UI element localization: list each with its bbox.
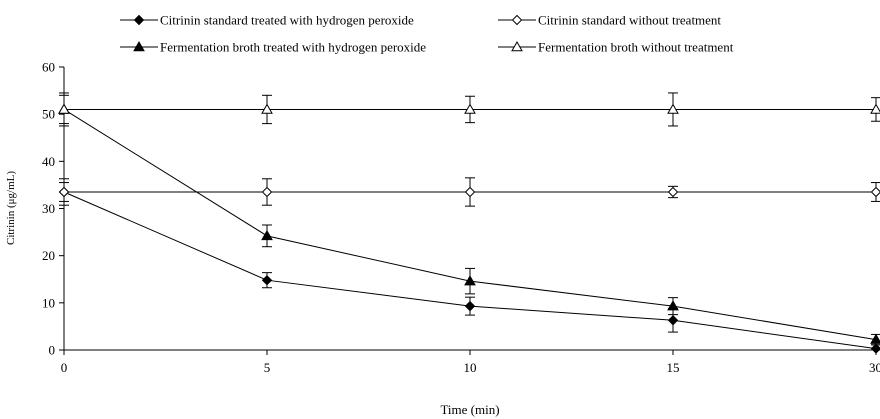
data-point bbox=[261, 186, 273, 198]
x-tick-label: 0 bbox=[61, 360, 68, 375]
data-point bbox=[667, 315, 679, 326]
y-tick-label: 60 bbox=[42, 60, 55, 75]
x-ticks: 0 5 10 15 30 bbox=[61, 350, 880, 375]
data-point bbox=[58, 186, 70, 198]
legend: Citrinin standard treated with hydrogen … bbox=[120, 13, 734, 55]
legend-item: Citrinin standard without treatment bbox=[498, 13, 721, 28]
data-point bbox=[261, 103, 273, 114]
data-point bbox=[870, 333, 880, 344]
legend-marker bbox=[511, 14, 523, 26]
y-tick-label: 10 bbox=[42, 295, 55, 310]
x-tick-label: 30 bbox=[869, 360, 880, 375]
x-tick-label: 10 bbox=[464, 360, 477, 375]
series-3 bbox=[58, 92, 880, 346]
legend-item: Fermentation broth treated with hydrogen… bbox=[120, 40, 426, 55]
legend-label: Fermentation broth without treatment bbox=[538, 40, 734, 55]
data-point bbox=[464, 103, 476, 114]
data-point bbox=[464, 186, 476, 198]
data-point bbox=[870, 186, 880, 198]
x-axis-label: Time (min) bbox=[440, 402, 499, 417]
data-point bbox=[667, 186, 679, 198]
data-point bbox=[464, 300, 476, 312]
data-point bbox=[870, 343, 880, 354]
y-tick-label: 20 bbox=[42, 248, 55, 263]
y-tick-label: 50 bbox=[42, 107, 55, 122]
legend-label: Citrinin standard without treatment bbox=[538, 13, 721, 28]
data-point bbox=[667, 103, 679, 114]
data-point bbox=[667, 300, 679, 311]
data-point bbox=[58, 103, 70, 114]
series-4 bbox=[58, 92, 880, 127]
y-tick-label: 0 bbox=[49, 343, 56, 358]
y-axis-label: Citrinin (μg/mL) bbox=[5, 171, 17, 245]
x-tick-label: 15 bbox=[667, 360, 680, 375]
x-tick-label: 5 bbox=[264, 360, 271, 375]
axes: Citrinin (μg/mL) Time (min) bbox=[5, 67, 876, 417]
y-ticks: 0 10 20 30 40 50 60 bbox=[42, 60, 64, 358]
legend-item: Fermentation broth without treatment bbox=[498, 40, 734, 55]
legend-marker bbox=[511, 40, 523, 52]
y-tick-label: 40 bbox=[42, 154, 55, 169]
legend-item: Citrinin standard treated with hydrogen … bbox=[120, 13, 414, 28]
legend-marker bbox=[133, 40, 145, 52]
y-tick-label: 30 bbox=[42, 201, 55, 216]
legend-label: Fermentation broth treated with hydrogen… bbox=[160, 40, 426, 55]
legend-label: Citrinin standard treated with hydrogen … bbox=[160, 13, 414, 28]
data-point bbox=[870, 103, 880, 114]
data-point bbox=[261, 274, 273, 286]
data-point bbox=[261, 229, 273, 241]
plot-area bbox=[58, 92, 880, 354]
legend-marker bbox=[133, 14, 145, 26]
data-point bbox=[464, 275, 476, 286]
series-2 bbox=[58, 177, 880, 207]
